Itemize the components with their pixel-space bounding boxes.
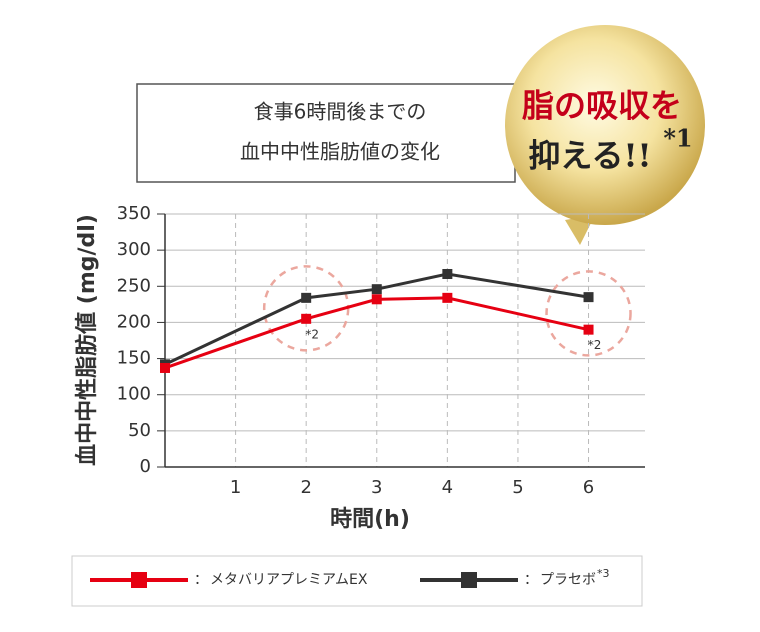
annotation: *2 (588, 338, 602, 352)
badge-text: 抑える!! (528, 137, 651, 175)
y-tick-label: 150 (117, 348, 151, 369)
point (301, 292, 312, 303)
point (583, 324, 594, 335)
point (160, 362, 170, 373)
badge-circle (505, 25, 705, 225)
x-tick-label: 5 (512, 477, 523, 498)
x-tick-label: 6 (583, 477, 594, 498)
y-tick-label: 300 (117, 239, 151, 260)
legend-separator: ： (194, 572, 208, 588)
legend-box (71, 555, 643, 607)
chart-title: 食事6時間後までの (254, 100, 427, 124)
y-tick-label: 350 (117, 203, 151, 224)
point (371, 284, 382, 295)
x-axis-label: 時間(h) (330, 507, 410, 532)
title-box (136, 83, 516, 183)
highlight-circle (545, 270, 632, 357)
point (442, 292, 453, 303)
legend-note: *3 (597, 567, 610, 580)
x-tick-label: 1 (230, 477, 241, 498)
badge-note: *1 (663, 124, 692, 153)
annotation: *2 (305, 327, 319, 341)
point (583, 292, 594, 303)
point (371, 294, 382, 305)
point (442, 268, 453, 279)
legend-marker (131, 572, 147, 588)
x-tick-label: 3 (371, 477, 382, 498)
chart-title: 血中中性脂肪値の変化 (240, 140, 440, 164)
legend-label: メタバリアプレミアムEX (210, 572, 368, 588)
y-tick-label: 200 (117, 311, 151, 332)
y-axis-label: 血中中性脂肪値 (mg/dl) (74, 214, 100, 466)
y-tick-label: 100 (117, 384, 151, 405)
x-tick-label: 4 (442, 477, 453, 498)
y-tick-label: 250 (117, 275, 151, 296)
x-tick-label: 2 (300, 477, 311, 498)
y-tick-label: 0 (140, 456, 151, 477)
legend-marker (461, 572, 477, 588)
badge: 脂の吸収を 抑える!! *1 (505, 25, 705, 245)
y-tick-label: 50 (128, 420, 151, 441)
legend-label: プラセボ (540, 572, 596, 588)
badge-text: 脂の吸収を (522, 87, 682, 125)
point (301, 313, 312, 324)
legend-separator: ： (524, 572, 538, 588)
